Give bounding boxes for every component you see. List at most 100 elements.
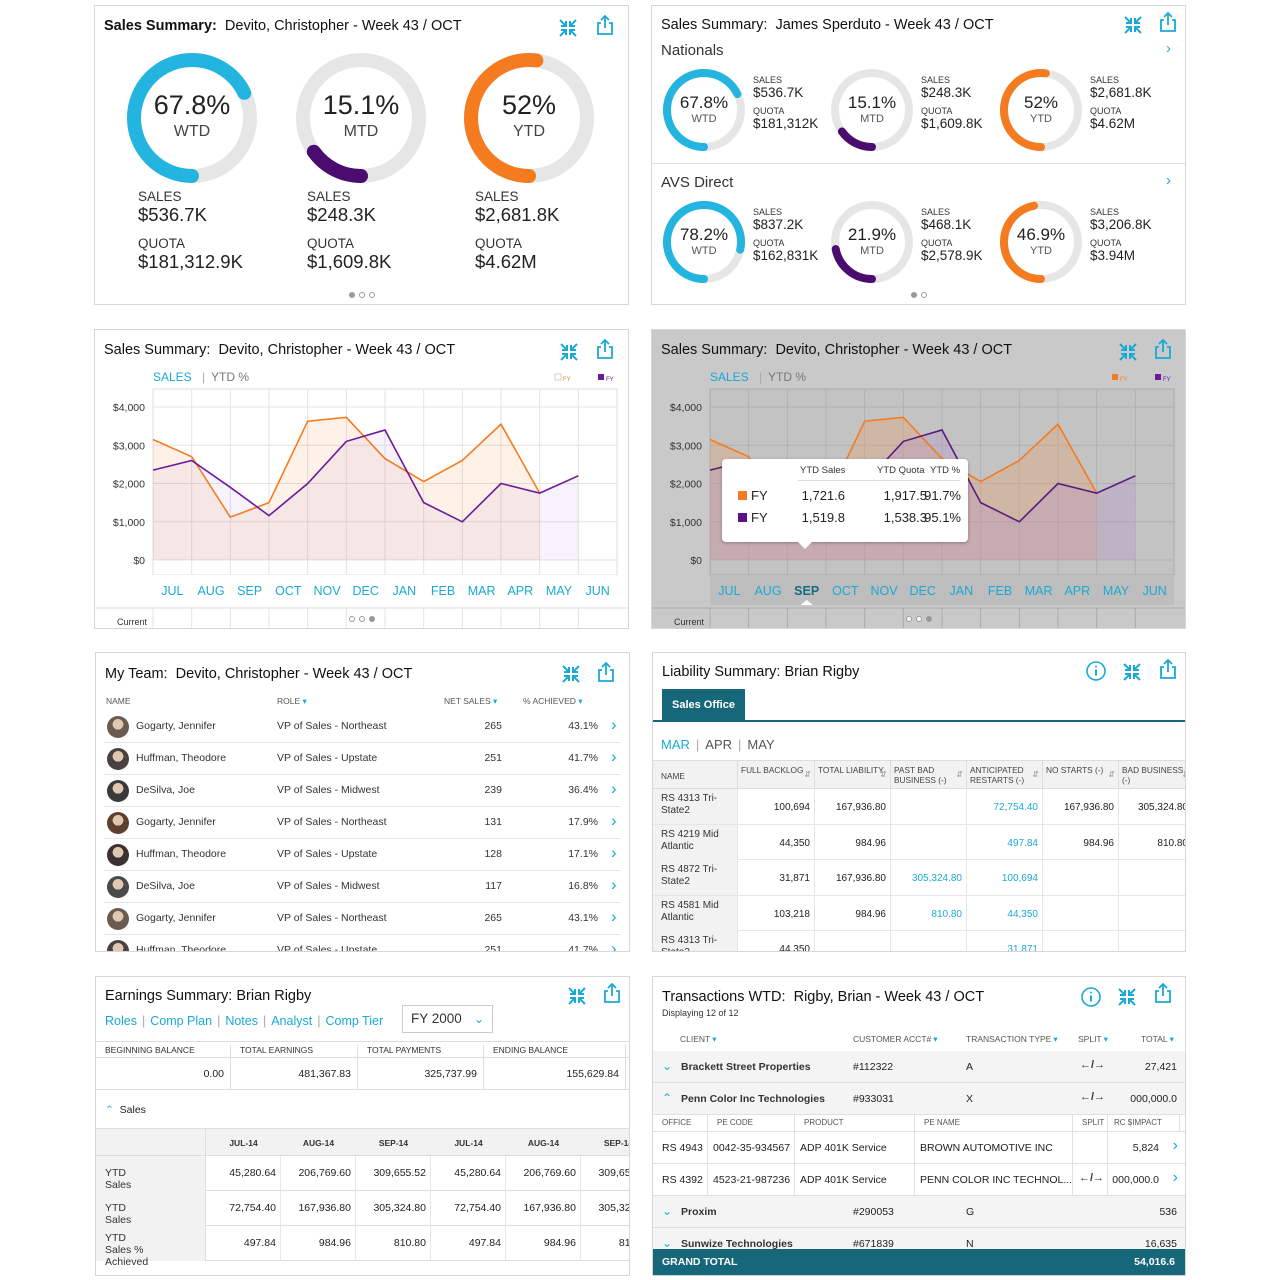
table-row[interactable]: Gogarty, Jennifer VP of Sales - Northeast… bbox=[104, 711, 621, 743]
table-row[interactable]: Huffman, Theodore VP of Sales - Upstate 25… bbox=[104, 743, 621, 775]
link-analyst[interactable]: Analyst bbox=[271, 1014, 313, 1028]
sales-line-chart[interactable]: SALES | YTD % FY FY $4,000 $3,000 $2,000 $1,000 $… bbox=[95, 360, 629, 629]
series-line[interactable] bbox=[152, 429, 579, 523]
col-header[interactable]: NO STARTS (-) ⇵ bbox=[1043, 761, 1119, 790]
table-row[interactable]: Gogarty, Jennifer VP of Sales - Northeast… bbox=[104, 807, 621, 839]
col-role[interactable]: ROLE ▾ bbox=[277, 696, 307, 706]
table-row[interactable]: RS 4581 Mid Atlantic 103,218 984.96 810.80 4… bbox=[653, 895, 1185, 931]
pager-dots[interactable] bbox=[95, 616, 628, 622]
x-tick-label[interactable]: OCT bbox=[275, 584, 302, 598]
series-line[interactable] bbox=[152, 416, 541, 519]
chevron-down-icon[interactable]: ⌄ bbox=[662, 1236, 673, 1250]
x-tick-label[interactable]: FEB bbox=[431, 584, 455, 598]
collapse-icon[interactable] bbox=[558, 341, 580, 363]
sub-row[interactable]: RS 4392 4523-21-987236 ADP 401K Service PEN… bbox=[653, 1164, 1185, 1196]
x-tick-label[interactable]: SEP bbox=[794, 584, 819, 598]
collapse-icon[interactable] bbox=[566, 985, 588, 1007]
x-tick-label[interactable]: JAN bbox=[393, 584, 417, 598]
share-icon[interactable] bbox=[594, 338, 616, 360]
tab-ytd[interactable]: YTD % bbox=[211, 370, 249, 384]
table-row[interactable]: Huffman, Theodore VP of Sales - Upstate 12… bbox=[104, 839, 621, 871]
x-tick-label[interactable]: FEB bbox=[988, 584, 1012, 598]
table-row[interactable]: RS 4219 Mid Atlantic 44,350 984.96 497.84 98… bbox=[653, 824, 1185, 860]
pager-dots[interactable] bbox=[652, 616, 1185, 622]
collapse-icon[interactable] bbox=[1122, 14, 1144, 36]
link-roles[interactable]: Roles bbox=[105, 1014, 137, 1028]
x-tick-label[interactable]: DEC bbox=[352, 584, 378, 598]
info-icon[interactable] bbox=[1080, 986, 1102, 1008]
col-header[interactable]: SPLIT ▾ bbox=[1078, 1034, 1108, 1045]
sort-icon[interactable]: ⇵ bbox=[1032, 770, 1039, 779]
tab-sales-office[interactable]: Sales Office bbox=[662, 689, 745, 721]
col-header[interactable]: CUSTOMER ACCT# ▾ bbox=[853, 1034, 938, 1045]
sales-section-toggle[interactable]: ⌃ Sales bbox=[105, 1104, 146, 1116]
col-header[interactable]: TOTAL LIABILITY ⇵ bbox=[815, 761, 891, 790]
share-icon[interactable] bbox=[1157, 658, 1179, 680]
x-tick-label[interactable]: JUL bbox=[718, 584, 740, 598]
x-tick-label[interactable]: AUG bbox=[197, 584, 224, 598]
split-icon[interactable]: ←/→ bbox=[1079, 1172, 1105, 1184]
sort-icon[interactable]: ⇵ bbox=[1182, 770, 1185, 780]
chevron-down-icon[interactable]: ⌄ bbox=[662, 1059, 673, 1073]
sort-icon[interactable]: ⇵ bbox=[880, 770, 887, 779]
table-row[interactable]: DeSilva, Joe VP of Sales - Midwest 117 16.8… bbox=[104, 871, 621, 903]
collapse-icon[interactable] bbox=[1116, 986, 1138, 1008]
table-row[interactable]: DeSilva, Joe VP of Sales - Midwest 239 36.4… bbox=[104, 775, 621, 807]
chevron-right-icon[interactable]: › bbox=[1172, 1137, 1178, 1154]
chevron-right-icon[interactable]: › bbox=[611, 875, 617, 894]
share-icon[interactable] bbox=[594, 14, 616, 36]
pager-dots[interactable] bbox=[95, 292, 628, 298]
chevron-right-icon[interactable]: › bbox=[1166, 40, 1171, 57]
col-header[interactable]: CLIENT ▾ bbox=[680, 1034, 717, 1045]
year-select[interactable]: FY 2000 ⌄ bbox=[402, 1005, 493, 1033]
tab-sales[interactable]: SALES bbox=[710, 370, 749, 384]
collapse-icon[interactable] bbox=[1117, 341, 1139, 363]
x-tick-label[interactable]: SEP bbox=[237, 584, 262, 598]
x-tick-label[interactable]: APR bbox=[1064, 584, 1090, 598]
share-icon[interactable] bbox=[601, 982, 623, 1004]
x-tick-label[interactable]: DEC bbox=[909, 584, 935, 598]
tx-row[interactable]: ⌃ Penn Color Inc Technologies #933031 X ←/→ 0… bbox=[653, 1083, 1185, 1115]
month-tab-apr[interactable]: APR bbox=[705, 737, 733, 752]
col-header[interactable]: ANTICIPATED RESTARTS (-) ⇵ bbox=[967, 761, 1043, 790]
x-tick-label[interactable]: MAY bbox=[546, 584, 573, 598]
sub-row[interactable]: RS 4943 0042-35-934567 ADP 401K Service BRO… bbox=[653, 1132, 1185, 1164]
col-header[interactable]: TRANSACTION TYPE ▾ bbox=[966, 1034, 1058, 1045]
x-tick-label[interactable]: JUN bbox=[586, 584, 610, 598]
chevron-right-icon[interactable]: › bbox=[611, 939, 617, 952]
col-name[interactable]: NAME bbox=[106, 696, 131, 706]
sort-icon[interactable]: ⇵ bbox=[1108, 770, 1115, 779]
table-row[interactable]: RS 4313 Tri-State244,350 31,871 bbox=[653, 931, 1185, 951]
table-row[interactable]: Huffman, Theodore VP of Sales - Upstate 25… bbox=[104, 935, 621, 952]
collapse-icon[interactable] bbox=[557, 17, 579, 39]
col-header[interactable]: TOTAL ▾ bbox=[1141, 1034, 1174, 1045]
split-icon[interactable]: ←/→ bbox=[1080, 1091, 1106, 1103]
x-tick-label[interactable]: NOV bbox=[870, 584, 898, 598]
col-net-sales[interactable]: NET SALES ▾ bbox=[444, 696, 498, 706]
x-tick-label[interactable]: MAY bbox=[1103, 584, 1130, 598]
x-tick-label[interactable]: NOV bbox=[313, 584, 341, 598]
x-tick-label[interactable]: JAN bbox=[950, 584, 974, 598]
x-tick-label[interactable]: APR bbox=[507, 584, 533, 598]
x-tick-label[interactable]: MAR bbox=[468, 584, 496, 598]
link-comp-plan[interactable]: Comp Plan bbox=[150, 1014, 213, 1028]
col-header[interactable]: PAST BAD BUSINESS (-) ⇵ bbox=[891, 761, 967, 790]
chevron-right-icon[interactable]: › bbox=[611, 715, 617, 734]
col-header[interactable]: FULL BACKLOG ⇵ bbox=[738, 761, 815, 790]
chevron-right-icon[interactable]: › bbox=[1172, 1169, 1178, 1186]
collapse-icon[interactable] bbox=[1121, 661, 1143, 683]
chevron-right-icon[interactable]: › bbox=[611, 747, 617, 766]
x-tick-label[interactable]: OCT bbox=[832, 584, 859, 598]
link-comp-tier[interactable]: Comp Tier bbox=[325, 1014, 384, 1028]
link-notes[interactable]: Notes bbox=[225, 1014, 258, 1028]
share-icon[interactable] bbox=[1157, 11, 1179, 33]
col-header[interactable]: BAD BUSINESS (-)⇵ bbox=[1119, 761, 1185, 790]
table-row[interactable]: RS 4872 Tri-State2 31,871 167,936.80 305,32… bbox=[653, 860, 1185, 896]
chevron-right-icon[interactable]: › bbox=[611, 843, 617, 862]
tx-row[interactable]: ⌄ Brackett Street Properties #112322 A ←/→ 27… bbox=[653, 1051, 1185, 1083]
chevron-right-icon[interactable]: › bbox=[611, 907, 617, 926]
share-icon[interactable] bbox=[595, 661, 617, 683]
table-row[interactable]: RS 4313 Tri-State2 100,694 167,936.80 72,75… bbox=[653, 789, 1185, 825]
share-icon[interactable] bbox=[1152, 338, 1174, 360]
x-tick-label[interactable]: MAR bbox=[1025, 584, 1053, 598]
